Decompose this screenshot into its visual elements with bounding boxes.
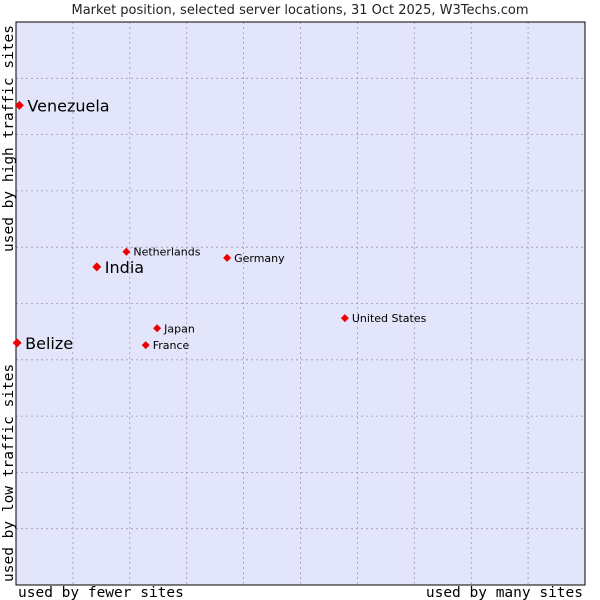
- grid: [16, 22, 585, 585]
- label-france: France: [153, 339, 190, 352]
- data-points: Venezuela India Belize Netherlands Germany Un…: [12, 96, 427, 353]
- point-india: India: [92, 258, 144, 277]
- chart-title: Market position, selected server locatio…: [71, 3, 528, 18]
- marker-germany: [223, 253, 232, 262]
- label-belize: Belize: [25, 334, 73, 353]
- label-japan: Japan: [163, 322, 195, 335]
- x-axis-label-left: used by fewer sites: [18, 585, 184, 600]
- marker-japan: [153, 324, 162, 333]
- label-venezuela: Venezuela: [27, 96, 109, 115]
- point-venezuela: Venezuela: [14, 96, 110, 115]
- label-netherlands: Netherlands: [133, 246, 200, 259]
- label-germany: Germany: [234, 252, 285, 265]
- label-united-states: United States: [352, 312, 427, 325]
- marker-united-states: [340, 314, 349, 323]
- point-japan: Japan: [153, 322, 195, 335]
- x-axis-label-right: used by many sites: [426, 585, 583, 600]
- marker-france: [141, 341, 150, 350]
- marker-belize: [12, 338, 22, 348]
- marker-venezuela: [14, 100, 24, 110]
- y-axis-label-bottom: used by low traffic sites: [1, 364, 17, 582]
- marker-netherlands: [122, 247, 131, 256]
- point-france: France: [141, 339, 190, 352]
- point-netherlands: Netherlands: [122, 246, 201, 259]
- point-united-states: United States: [340, 312, 427, 325]
- marker-india: [92, 262, 102, 272]
- label-india: India: [105, 258, 144, 277]
- point-belize: Belize: [12, 334, 73, 353]
- y-axis-label-top: used by high traffic sites: [1, 25, 17, 252]
- plot-frame: [15, 21, 586, 586]
- point-germany: Germany: [223, 252, 285, 265]
